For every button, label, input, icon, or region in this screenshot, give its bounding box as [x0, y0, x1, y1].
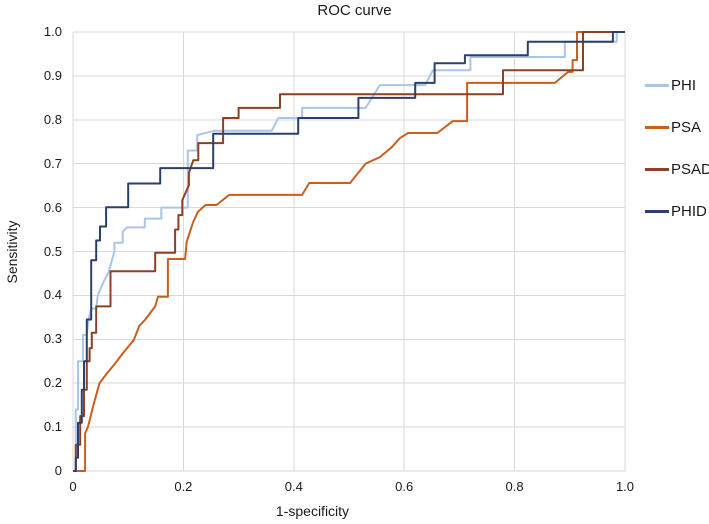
x-tick-label: 0 [69, 479, 77, 494]
y-tick-label: 0.8 [43, 111, 62, 127]
chart-title: ROC curve [317, 2, 392, 19]
x-tick-label: 0.2 [174, 479, 193, 494]
legend-item-PSA: PSA [645, 118, 709, 137]
y-tick-label: 0.9 [43, 67, 62, 83]
y-tick-label: 0.4 [43, 287, 62, 303]
series-line-PSAD [73, 31, 625, 472]
legend-line-swatch [645, 84, 669, 87]
legend-line-swatch [645, 210, 669, 213]
legend-item-PHI: PHI [645, 76, 709, 95]
series-line-PSA [73, 31, 625, 472]
y-tick-label: 0.3 [43, 331, 62, 347]
legend-label: PHI [671, 77, 697, 94]
legend: PHI PSA PSAD PHID [645, 76, 709, 244]
y-tick-label: 1.0 [43, 24, 62, 39]
x-tick-label: 0.8 [505, 479, 524, 494]
y-tick-label: 0.2 [43, 375, 62, 391]
x-tick-label: 1.0 [615, 479, 635, 494]
legend-label: PSA [671, 119, 702, 136]
x-tick-label: 0.4 [284, 479, 303, 494]
y-tick-label: 0.5 [43, 243, 62, 259]
legend-label: PHID [671, 203, 707, 220]
x-tick-label: 0.6 [395, 479, 414, 494]
series-line-PHID [73, 31, 625, 472]
y-tick-label: 0.1 [43, 419, 62, 435]
legend-line-swatch [645, 168, 669, 171]
legend-line-swatch [645, 126, 669, 129]
legend-label: PSAD [671, 161, 709, 178]
legend-item-PSAD: PSAD [645, 160, 709, 179]
y-tick-label: 0.7 [43, 155, 62, 171]
y-tick-label: 0.6 [43, 199, 62, 215]
legend-item-PHID: PHID [645, 202, 709, 221]
y-tick-label: 0 [54, 463, 62, 478]
gridlines [72, 31, 626, 472]
x-axis-label: 1-specificity [275, 503, 350, 519]
